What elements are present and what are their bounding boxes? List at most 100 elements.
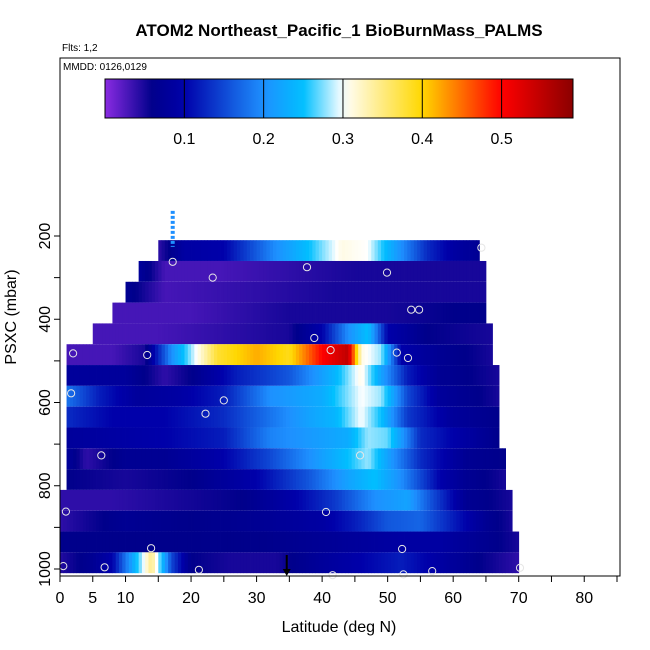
heatmap-cell [423,552,428,574]
heatmap-cell [390,281,395,303]
heatmap-cell [390,469,395,490]
heatmap-cell [155,365,159,386]
heatmap-cell [213,385,218,407]
heatmap-cell [289,385,294,407]
heatmap-cell [145,323,149,345]
heatmap-cell [436,240,441,261]
heatmap-cell [459,552,464,574]
heatmap-cell [312,427,316,449]
heatmap-cell [92,406,97,428]
heatmap-cell [371,489,375,511]
heatmap-cell [213,448,218,470]
heatmap-cell [397,344,402,366]
heatmap-cell [155,531,159,553]
heatmap-cell [482,510,487,532]
heatmap-cell [312,240,316,261]
heatmap-cell [76,427,81,449]
heatmap-cell [279,469,284,490]
heatmap-cell [325,448,330,470]
heatmap-cell [413,323,418,345]
heatmap-cell [443,281,448,303]
heatmap-cell [187,406,192,428]
heatmap-cell [436,531,441,553]
heatmap-cell [276,510,280,532]
heatmap-cell [89,365,94,386]
heatmap-cell [463,531,467,553]
heatmap-cell [328,406,333,428]
heatmap-cell [240,365,244,386]
heatmap-cell [118,344,123,366]
heatmap-cell [502,469,506,490]
heatmap-cell [463,427,467,449]
heatmap-cell [138,510,143,532]
heatmap-cell [361,344,366,366]
heatmap-cell [410,510,415,532]
heatmap-cell [479,489,484,511]
heatmap-cell [407,240,411,261]
heatmap-cell [236,365,241,386]
heatmap-cell [348,531,353,553]
heatmap-cell [181,427,185,449]
heatmap-cell [289,489,294,511]
heatmap-cell [453,489,457,511]
heatmap-cell [204,323,208,345]
heatmap-cell [177,552,182,574]
heatmap-cell [289,531,294,553]
heatmap-cell [217,489,221,511]
heatmap-cell [259,552,264,574]
heatmap-cell [272,448,277,470]
heatmap-cell [279,344,284,366]
heatmap-cell [482,281,487,303]
heatmap-cell [315,406,320,428]
heatmap-cell [191,552,195,574]
heatmap-cell [99,385,103,407]
heatmap-cell [109,385,113,407]
heatmap-cell [250,385,254,407]
heatmap-cell [472,489,477,511]
heatmap-cell [430,469,434,490]
heatmap-cell [446,510,451,532]
heatmap-cell [449,427,454,449]
heatmap-cell [194,323,199,345]
heatmap-cell [315,552,320,574]
heatmap-cell [259,344,264,366]
heatmap-cell [387,448,392,470]
heatmap-cell [367,344,372,366]
heatmap-cell [407,552,411,574]
heatmap-cell [502,552,506,574]
heatmap-cell [341,552,346,574]
sample-point [515,563,525,572]
heatmap-cell [187,344,192,366]
heatmap-cell [272,427,277,449]
heatmap-cell [390,260,395,282]
heatmap-cell [207,344,212,366]
heatmap-cell [322,552,326,574]
heatmap-cell [177,302,182,324]
heatmap-cell [374,448,379,470]
heatmap-cell [122,531,126,553]
heatmap-cell [292,510,297,532]
heatmap-cell [282,531,287,553]
heatmap-cell [367,260,372,282]
heatmap-cell [469,240,474,261]
heatmap-cell [440,469,444,490]
heatmap-cell [407,365,411,386]
heatmap-cell [495,531,500,553]
heatmap-cell [191,427,195,449]
heatmap-cell [89,552,94,574]
heatmap-cell [236,385,241,407]
heatmap-cell [384,531,389,553]
heatmap-cell [282,510,287,532]
heatmap-cell [348,552,353,574]
heatmap-cell [204,448,208,470]
heatmap-cell [230,302,235,324]
heatmap-cell [76,365,81,386]
heatmap-cell [430,510,434,532]
heatmap-cell [122,385,126,407]
x-tick-label: 10 [117,590,135,607]
heatmap-cell [253,510,257,532]
heatmap-cell [345,260,349,282]
heatmap-cell [118,531,123,553]
heatmap-cell [207,448,212,470]
heatmap-cell [456,302,461,324]
